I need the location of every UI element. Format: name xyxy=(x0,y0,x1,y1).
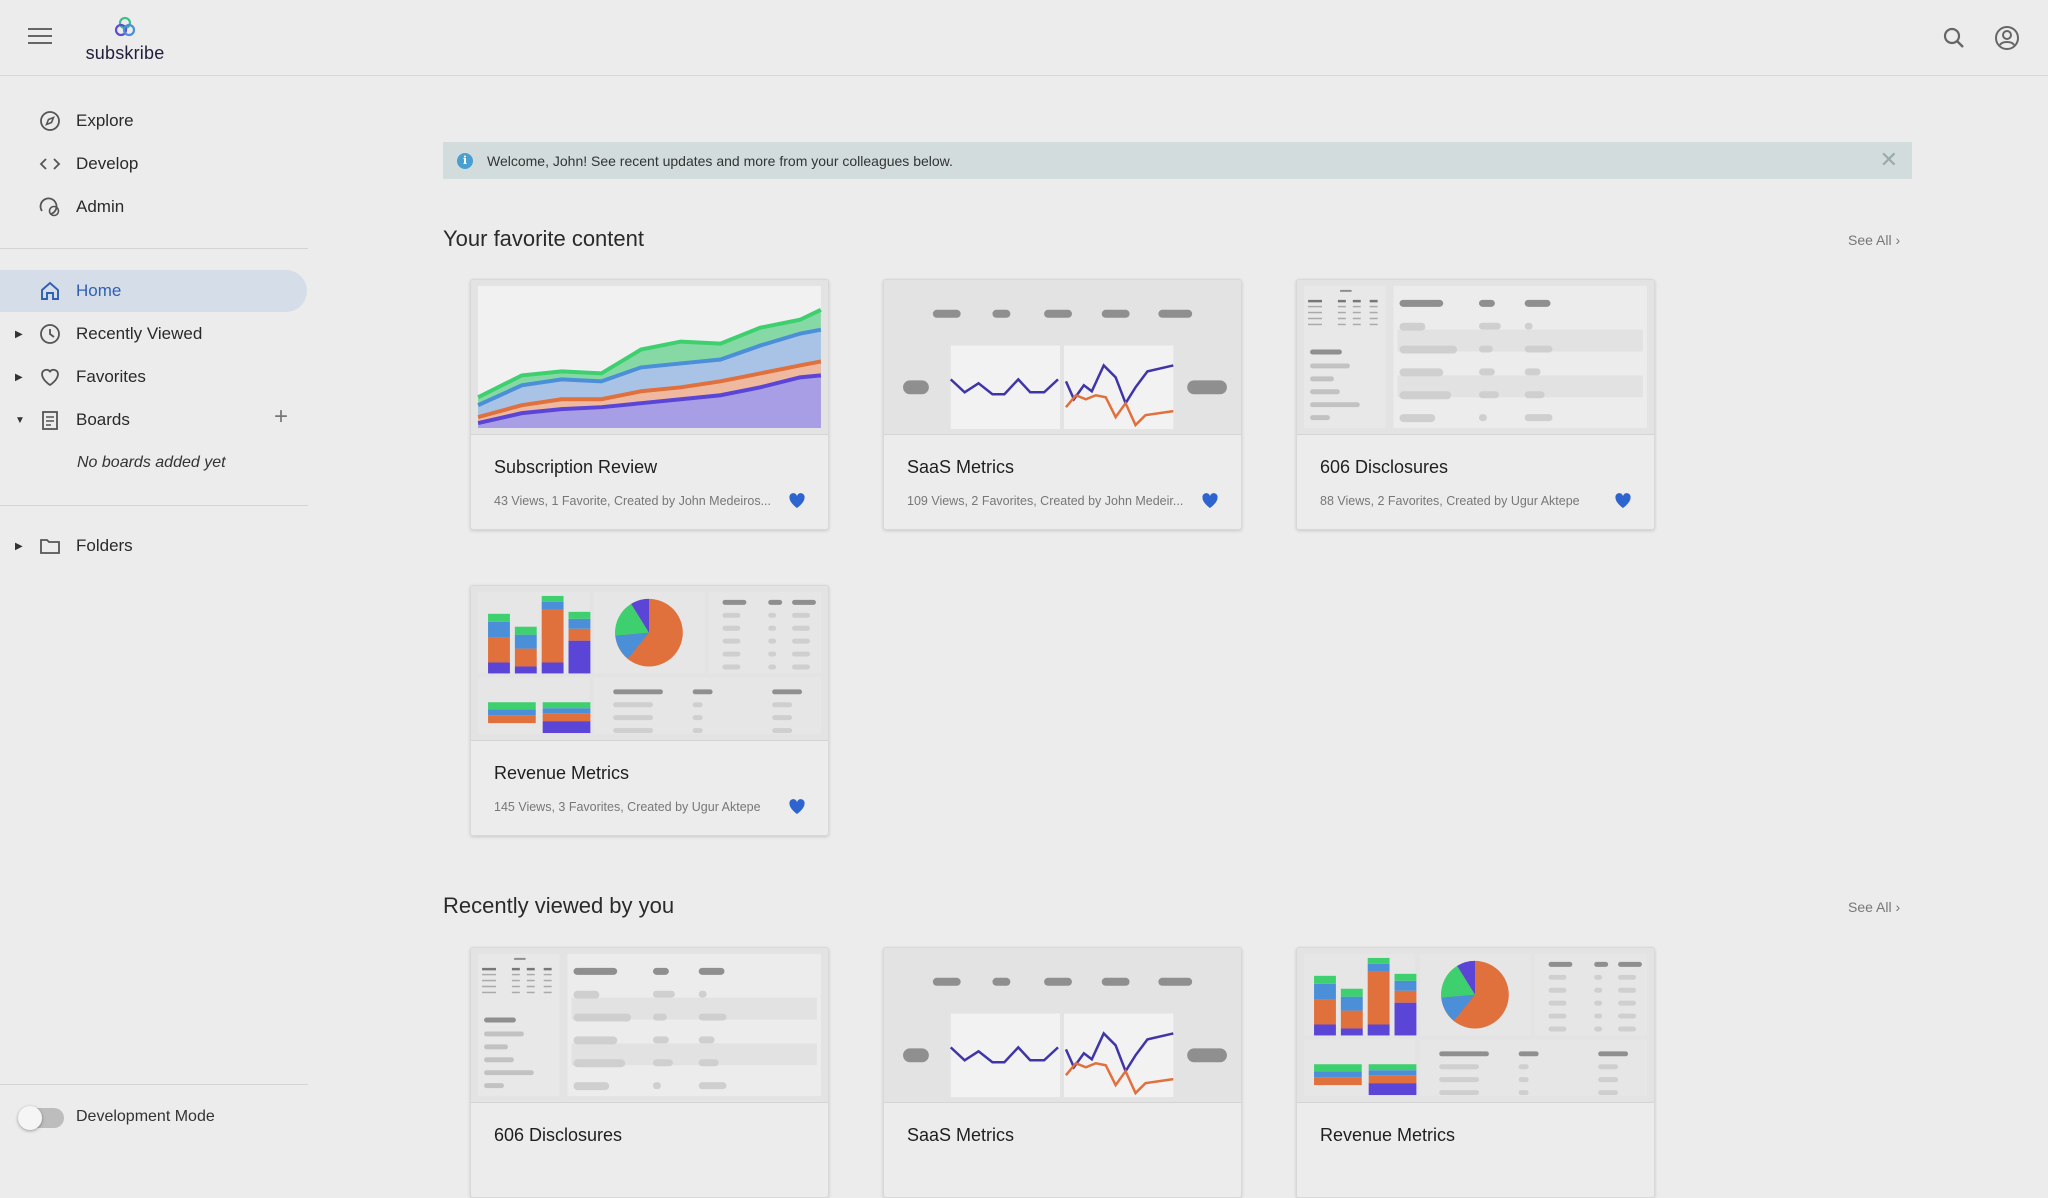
sidebar-item-boards[interactable]: ▼ Boards xyxy=(0,399,308,441)
saas-thumbnail xyxy=(884,948,1241,1103)
recently-viewed-grid: 606 Disclosures SaaS Metrics Revenue Metri… xyxy=(470,947,1655,1198)
heart-outline-icon xyxy=(41,368,59,387)
sidebar-item-admin[interactable]: Admin xyxy=(0,186,308,228)
close-icon[interactable]: ✕ xyxy=(1879,147,1898,172)
card-title: Subscription Review xyxy=(494,457,658,477)
collapse-caret-icon[interactable]: ▼ xyxy=(15,414,25,426)
see-all-favorites-link[interactable]: See All › xyxy=(1848,232,1901,248)
sidebar-item-explore[interactable]: Explore xyxy=(0,100,308,142)
section-title-favorites: Your favorite content xyxy=(443,226,644,251)
heart-filled-icon[interactable] xyxy=(788,492,806,509)
admin-icon xyxy=(39,197,60,217)
sidebar: Explore Develop Admin Home ▶ Recently Vi… xyxy=(0,76,308,1152)
divider xyxy=(0,1084,308,1085)
content-card[interactable]: Revenue Metrics xyxy=(1296,947,1655,1198)
sidebar-item-label: Home xyxy=(76,281,122,300)
top-bar: subskribe xyxy=(0,0,2048,76)
sidebar-item-label: Boards xyxy=(76,410,130,429)
sidebar-item-label: Folders xyxy=(76,536,133,555)
account-icon[interactable] xyxy=(1993,24,2021,52)
sidebar-item-develop[interactable]: Develop xyxy=(0,143,308,185)
search-icon[interactable] xyxy=(1940,24,1968,52)
sidebar-item-recently-viewed[interactable]: ▶ Recently Viewed xyxy=(0,313,308,355)
menu-icon[interactable] xyxy=(28,28,52,46)
brand-logo[interactable]: subskribe xyxy=(80,16,170,64)
card-title: 606 Disclosures xyxy=(494,1125,623,1145)
sidebar-item-folders[interactable]: ▶ Folders xyxy=(0,525,308,567)
welcome-message: Welcome, John! See recent updates and mo… xyxy=(487,152,953,169)
card-meta: 88 Views, 2 Favorites, Created by Ugur A… xyxy=(1320,494,1580,508)
sidebar-item-favorites[interactable]: ▶ Favorites xyxy=(0,356,308,398)
card-meta: 109 Views, 2 Favorites, Created by John … xyxy=(907,494,1184,508)
card-title: SaaS Metrics xyxy=(907,457,1015,477)
sidebar-item-label: Recently Viewed xyxy=(76,324,203,343)
divider xyxy=(0,248,308,249)
folder-icon xyxy=(40,539,60,554)
sidebar-item-label: Explore xyxy=(76,111,134,130)
card-title: Revenue Metrics xyxy=(494,763,630,783)
clock-icon xyxy=(40,324,60,344)
heart-filled-icon[interactable] xyxy=(1614,492,1632,509)
expand-caret-icon[interactable]: ▶ xyxy=(15,328,23,340)
welcome-banner: i Welcome, John! See recent updates and … xyxy=(443,142,1912,179)
sidebar-item-label: Develop xyxy=(76,154,139,173)
card-title: Revenue Metrics xyxy=(1320,1125,1456,1145)
development-mode-toggle[interactable] xyxy=(18,1106,64,1130)
table-thumbnail xyxy=(471,948,828,1103)
saas-thumbnail xyxy=(884,280,1241,435)
expand-caret-icon[interactable]: ▶ xyxy=(15,540,23,552)
logo-icon xyxy=(114,16,136,37)
boards-empty-text: No boards added yet xyxy=(77,454,226,471)
sidebar-item-home[interactable]: Home xyxy=(0,270,307,312)
home-icon xyxy=(41,281,59,300)
code-icon xyxy=(39,158,61,170)
favorites-grid: Subscription Review 43 Views, 1 Favorite,… xyxy=(470,279,1655,836)
content-card[interactable]: 606 Disclosures xyxy=(470,947,829,1198)
card-meta: 43 Views, 1 Favorite, Created by John Me… xyxy=(494,494,771,508)
area-thumbnail xyxy=(471,280,828,435)
content-card[interactable]: Subscription Review 43 Views, 1 Favorite,… xyxy=(470,279,829,530)
content-card[interactable]: Revenue Metrics 145 Views, 3 Favorites, C… xyxy=(470,585,829,836)
expand-caret-icon[interactable]: ▶ xyxy=(15,371,23,383)
section-title-recently-viewed: Recently viewed by you xyxy=(443,893,675,918)
card-title: SaaS Metrics xyxy=(907,1125,1015,1145)
revenue-thumbnail xyxy=(471,586,828,741)
brand-name: subskribe xyxy=(85,43,165,63)
divider xyxy=(0,505,308,506)
content-card[interactable]: 606 Disclosures 88 Views, 2 Favorites, Cr… xyxy=(1296,279,1655,530)
sidebar-item-label: Favorites xyxy=(76,367,146,386)
clipboard-icon xyxy=(42,411,58,430)
content-card[interactable]: SaaS Metrics 109 Views, 2 Favorites, Crea… xyxy=(883,279,1242,530)
revenue-thumbnail xyxy=(1297,948,1654,1103)
add-board-button[interactable]: + xyxy=(274,403,289,430)
content-card[interactable]: SaaS Metrics xyxy=(883,947,1242,1198)
info-icon: i xyxy=(457,152,473,169)
card-title: 606 Disclosures xyxy=(1320,457,1449,477)
development-mode-label: Development Mode xyxy=(76,1108,215,1125)
compass-icon xyxy=(40,111,60,131)
heart-filled-icon[interactable] xyxy=(1201,492,1219,509)
see-all-recent-link[interactable]: See All › xyxy=(1848,899,1901,915)
sidebar-item-label: Admin xyxy=(76,197,125,216)
heart-filled-icon[interactable] xyxy=(788,798,806,815)
table-thumbnail xyxy=(1297,280,1654,435)
card-meta: 145 Views, 3 Favorites, Created by Ugur … xyxy=(494,800,761,814)
